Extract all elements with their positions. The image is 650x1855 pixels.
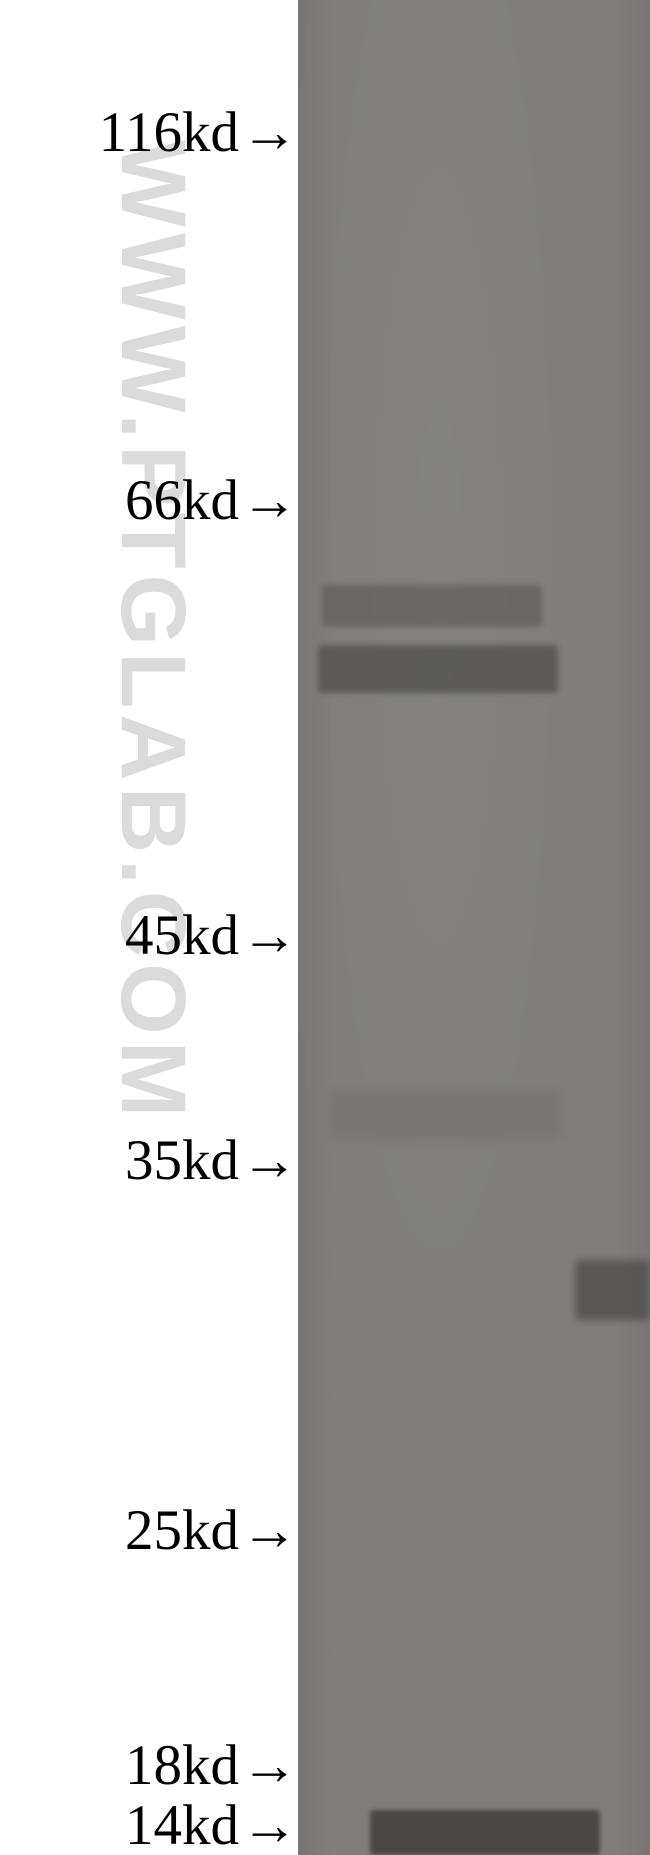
blot-band <box>322 585 542 627</box>
mw-label: 45kd <box>125 907 239 964</box>
mw-marker-66kd: 66kd → <box>125 470 298 530</box>
blot-figure: WWW.PTGLAB.COM 116kd → 66kd → 45kd → 35k… <box>0 0 650 1855</box>
mw-marker-25kd: 25kd → <box>125 1500 298 1560</box>
mw-marker-18kd: 18kd → <box>125 1735 298 1795</box>
mw-marker-45kd: 45kd → <box>125 905 298 965</box>
arrow-icon: → <box>241 1737 298 1794</box>
blot-band <box>575 1260 650 1320</box>
mw-label: 14kd <box>125 1797 239 1854</box>
mw-label: 116kd <box>99 104 239 161</box>
blot-band <box>318 645 558 693</box>
mw-label: 66kd <box>125 472 239 529</box>
watermark: WWW.PTGLAB.COM <box>100 140 205 1123</box>
arrow-icon: → <box>241 907 298 964</box>
arrow-icon: → <box>241 1502 298 1559</box>
arrow-icon: → <box>241 104 298 161</box>
arrow-icon: → <box>241 1132 298 1189</box>
mw-label: 25kd <box>125 1502 239 1559</box>
mw-marker-35kd: 35kd → <box>125 1130 298 1190</box>
mw-label: 18kd <box>125 1737 239 1794</box>
arrow-icon: → <box>241 1797 298 1854</box>
arrow-icon: → <box>241 472 298 529</box>
mw-marker-14kd: 14kd → <box>125 1795 298 1855</box>
mw-label: 35kd <box>125 1132 239 1189</box>
blot-lane <box>298 0 650 1855</box>
blot-band <box>370 1810 600 1855</box>
blot-band <box>330 1090 560 1140</box>
mw-marker-116kd: 116kd → <box>99 102 298 162</box>
